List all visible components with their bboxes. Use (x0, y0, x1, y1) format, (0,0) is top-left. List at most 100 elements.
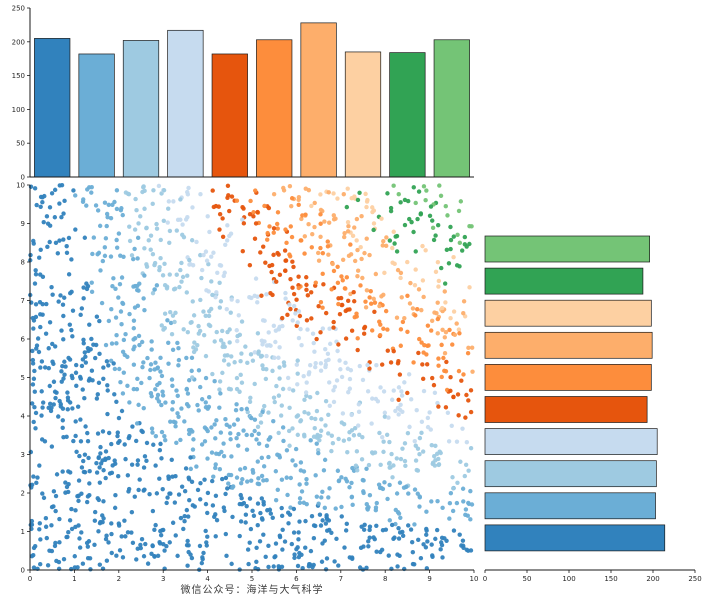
scatter-point (264, 478, 269, 483)
scatter-point (77, 374, 83, 380)
scatter-point (326, 357, 331, 362)
scatter-point (451, 394, 456, 400)
scatter-point (112, 505, 118, 511)
top-histogram-bar (78, 53, 115, 178)
scatter-point (413, 200, 418, 206)
scatter-point (400, 446, 405, 451)
scatter-point (408, 397, 414, 402)
scatter-point (298, 460, 304, 465)
scatter-point (268, 511, 274, 516)
scatter-point (255, 209, 260, 215)
scatter-point (336, 342, 341, 347)
scatter-point (43, 524, 49, 529)
scatter-point (311, 536, 317, 541)
scatter-point (395, 405, 401, 411)
scatter-point (102, 245, 108, 250)
scatter-point (133, 196, 138, 202)
scatter-point (154, 221, 159, 227)
scatter-point (58, 404, 63, 409)
scatter-point (276, 326, 281, 332)
scatter-point (221, 273, 226, 279)
scatter-point (320, 305, 325, 310)
scatter-point (31, 552, 36, 558)
scatter-point (141, 296, 146, 301)
scatter-point (150, 508, 156, 514)
scatter-point (430, 554, 435, 559)
scatter-point (137, 477, 142, 482)
scatter-point (125, 383, 130, 388)
scatter-point (145, 561, 151, 566)
scatter-point (166, 474, 171, 479)
scatter-point (396, 358, 401, 364)
scatter-point (387, 518, 392, 523)
top-histogram-bar (122, 40, 160, 178)
scatter-point (456, 327, 462, 332)
scatter-point (254, 437, 259, 442)
scatter-point (127, 224, 132, 229)
scatter-point (93, 342, 99, 348)
scatter-point (83, 360, 89, 365)
scatter-point (372, 309, 377, 315)
scatter-point (159, 402, 164, 408)
scatter-point (69, 506, 74, 512)
scatter-point (295, 382, 300, 387)
scatter-point (106, 430, 112, 436)
scatter-point (323, 567, 329, 572)
scatter-point (371, 221, 377, 226)
scatter-point (429, 318, 435, 324)
scatter-point (342, 286, 348, 291)
scatter-point (279, 505, 284, 511)
scatter-point (44, 535, 49, 541)
scatter-point (297, 519, 302, 524)
scatter-point (315, 432, 320, 438)
scatter-point (349, 328, 355, 333)
scatter-point (205, 214, 210, 219)
scatter-point (419, 340, 424, 345)
scatter-point (72, 554, 77, 559)
scatter-point (374, 363, 379, 368)
scatter-point (296, 194, 302, 200)
scatter-point (468, 488, 473, 494)
scatter-point (185, 538, 190, 544)
scatter-point (454, 500, 460, 506)
scatter-point (256, 431, 261, 437)
scatter-point (266, 564, 271, 570)
scatter-point (223, 491, 228, 497)
scatter-point (227, 233, 232, 239)
scatter-point (104, 558, 110, 563)
scatter-point (271, 252, 276, 258)
scatter-point (413, 249, 418, 254)
scatter-point (362, 522, 367, 527)
scatter-point (239, 319, 245, 324)
scatter-point (367, 535, 372, 540)
scatter-point (271, 323, 277, 329)
scatter-point (217, 280, 222, 285)
scatter-point (189, 368, 194, 374)
scatter-point (163, 400, 168, 405)
scatter-point (30, 401, 35, 406)
scatter-point (114, 188, 120, 193)
scatter-point (350, 233, 356, 239)
scatter-point (214, 329, 219, 335)
scatter-point (435, 400, 440, 406)
scatter-point (92, 518, 98, 523)
scatter-point (223, 531, 229, 537)
scatter-point (430, 461, 435, 467)
scatter-point (85, 544, 91, 549)
scatter-point (298, 326, 303, 332)
scatter-point (282, 363, 287, 368)
scatter-point (310, 564, 315, 570)
scatter-point (367, 527, 372, 533)
scatter-point (339, 274, 344, 279)
scatter-point (345, 219, 351, 225)
scatter-point (373, 271, 379, 277)
scatter-point (181, 327, 186, 332)
scatter-point (161, 327, 166, 332)
scatter-point (116, 231, 122, 236)
scatter-point (286, 521, 291, 526)
scatter-point (146, 238, 151, 243)
scatter-point (102, 200, 108, 205)
scatter-point (468, 388, 474, 393)
scatter-point (95, 252, 100, 257)
scatter-point (302, 251, 307, 256)
